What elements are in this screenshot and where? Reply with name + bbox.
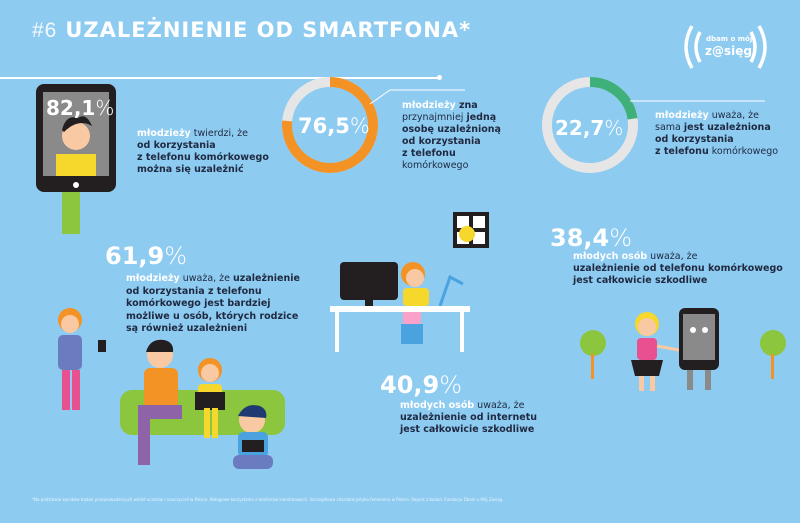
- text-line: sama jest uzależniona: [655, 122, 778, 134]
- text-segment: z telefonu: [655, 146, 709, 157]
- text-line: od korzystania: [137, 140, 269, 152]
- text-line: młodzieży uważa, że uzależnienie: [126, 273, 300, 286]
- tablet-boy-illustration: [36, 84, 116, 234]
- text-segment: możliwe u osób, których rodzice: [126, 310, 299, 322]
- text-segment: osobę uzależnioną: [402, 124, 501, 135]
- text-segment: uzależnienie od telefonu komórkowego: [573, 263, 783, 274]
- family-illustration: [58, 308, 285, 469]
- text-segment: z telefonu: [402, 148, 456, 159]
- stat-value-4: 61,9%: [105, 242, 188, 270]
- text-segment: komórkowego jest bardziej: [126, 298, 271, 309]
- stat-text-5: młodych osób uważa, że uzależnienie od te…: [573, 251, 783, 287]
- leader-line: [369, 89, 465, 105]
- footnote: *Na podstawie wyników badań przeprowadzo…: [32, 497, 504, 502]
- text-segment: jest uzależniona: [683, 122, 771, 133]
- text-line: młodych osób uważa, że: [400, 400, 537, 412]
- text-line: młodzieży zna: [402, 100, 501, 112]
- text-segment: uzależnienie od internetu: [400, 412, 537, 423]
- text-segment: młodzieży: [126, 273, 180, 284]
- logo: dbam o mój z@sięg: [678, 22, 773, 72]
- text-segment: komórkowego: [708, 146, 779, 157]
- text-segment: uważa, że: [179, 273, 234, 284]
- text-segment: od korzystania: [402, 136, 481, 147]
- text-segment: jest całkowicie szkodliwe: [573, 275, 708, 286]
- text-segment: zna: [455, 100, 478, 111]
- text-segment: są również uzależnieni: [126, 323, 248, 334]
- title-divider: [0, 75, 442, 80]
- text-segment: twierdzi, że: [190, 128, 248, 139]
- text-line: młodych osób uważa, że: [573, 251, 783, 263]
- text-line: z telefonu komórkowego: [655, 146, 778, 158]
- stat-text-3: młodzieży uważa, że sama jest uzależniona…: [655, 110, 778, 158]
- text-line: komórkowego jest bardziej: [126, 298, 300, 311]
- girl-with-phone-character-illustration: [580, 308, 786, 391]
- text-line: możliwe u osób, których rodzice: [126, 311, 300, 324]
- text-segment: uważa, że: [647, 251, 698, 262]
- stat-text-2: młodzieży zna przynajmniej jedną osobę uza…: [402, 100, 501, 172]
- text-line: od korzystania: [655, 134, 778, 146]
- donut-chart-76-5: [282, 77, 378, 173]
- stat-value-6: 40,9%: [380, 371, 463, 399]
- text-line: młodzieży twierdzi, że: [137, 128, 269, 140]
- donut-chart-22-7: [542, 77, 638, 173]
- girl-at-desk-illustration: [330, 212, 489, 352]
- stat-value-1: 82,1%: [46, 96, 115, 120]
- stat-value-2: 76,5%: [298, 114, 370, 138]
- text-segment: sama: [655, 122, 684, 133]
- text-segment: z telefonu komórkowego: [137, 152, 269, 163]
- donut-segment: [589, 77, 638, 120]
- text-line: uzależnienie od telefonu komórkowego: [573, 263, 783, 275]
- text-segment: uważa, że: [708, 110, 760, 121]
- stat-value-5: 38,4%: [550, 224, 633, 252]
- text-segment: uważa, że: [474, 400, 525, 411]
- text-line: są również uzależnieni: [126, 323, 300, 336]
- page-title: #6 UZALEŻNIENIE OD SMARTFONA*: [32, 18, 472, 42]
- stat-text-1: młodzieży twierdzi, że od korzystania z te…: [137, 128, 269, 176]
- text-segment: jedną: [466, 112, 497, 123]
- text-segment: młodych osób: [573, 251, 648, 262]
- text-line: z telefonu komórkowego: [137, 152, 269, 164]
- text-line: można się uzależnić: [137, 164, 269, 176]
- text-line: przynajmniej jedną: [402, 112, 501, 124]
- signal-waves-icon: [684, 25, 767, 69]
- text-segment: młodzieży: [137, 128, 191, 139]
- text-segment: młodzieży: [655, 110, 709, 121]
- text-segment: można się uzależnić: [137, 164, 244, 175]
- text-segment: od korzystania: [655, 134, 734, 145]
- stat-text-4: młodzieży uważa, że uzależnienie od korzy…: [126, 273, 300, 336]
- text-line: uzależnienie od internetu: [400, 412, 537, 424]
- text-segment: przynajmniej: [402, 112, 467, 123]
- text-line: od korzystania: [402, 136, 501, 148]
- text-line: komórkowego: [402, 160, 501, 172]
- leader-line: [630, 100, 765, 102]
- text-line: jest całkowicie szkodliwe: [400, 424, 537, 436]
- stat-value-3: 22,7%: [555, 116, 624, 140]
- text-segment: komórkowego: [402, 160, 469, 171]
- text-line: od korzystania z telefonu: [126, 286, 300, 299]
- text-line: młodzieży uważa, że: [655, 110, 778, 122]
- text-segment: od korzystania: [137, 140, 216, 151]
- donut-segment: [282, 77, 378, 173]
- text-segment: od korzystania z telefonu: [126, 285, 262, 297]
- text-line: jest całkowicie szkodliwe: [573, 275, 783, 287]
- stat-text-6: młodych osób uważa, że uzależnienie od in…: [400, 400, 537, 436]
- text-segment: uzależnienie: [233, 273, 300, 284]
- text-segment: jest całkowicie szkodliwe: [400, 424, 535, 435]
- text-segment: młodzieży: [402, 100, 456, 111]
- text-segment: młodych osób: [400, 400, 475, 411]
- text-line: osobę uzależnioną: [402, 124, 501, 136]
- text-line: z telefonu: [402, 148, 501, 160]
